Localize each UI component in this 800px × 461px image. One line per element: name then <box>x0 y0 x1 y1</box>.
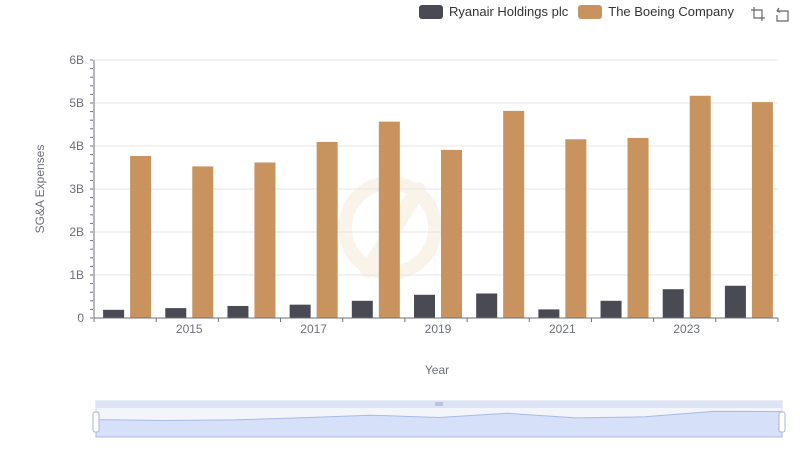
x-tick-label: 2017 <box>300 322 327 336</box>
bar-the-2021[interactable] <box>565 139 587 318</box>
chart-legend: Ryanair Holdings plc The Boeing Company <box>419 4 734 19</box>
bar-the-2015[interactable] <box>192 166 214 318</box>
bar-the-2020[interactable] <box>503 110 525 318</box>
y-tick-label: 4B <box>69 139 84 153</box>
y-tick-label: 3B <box>69 182 84 196</box>
y-tick-label: 1B <box>69 268 84 282</box>
y-tick-label: 0 <box>77 311 84 325</box>
data-zoom-slider[interactable] <box>92 400 786 438</box>
bar-the-2023[interactable] <box>689 95 711 318</box>
bar-ryanair-2015[interactable] <box>165 308 187 318</box>
bar-ryanair-2023[interactable] <box>662 289 684 318</box>
legend-label-ryanair: Ryanair Holdings plc <box>449 4 569 19</box>
chart-toolbox <box>750 6 790 22</box>
legend-item-boeing[interactable]: The Boeing Company <box>578 4 734 19</box>
y-tick-label: 6B <box>69 53 84 67</box>
bar-ryanair-2016[interactable] <box>227 305 249 318</box>
bar-ryanair-2014[interactable] <box>103 309 125 318</box>
data-zoom-preview <box>95 410 783 438</box>
y-axis-title: SG&A Expenses <box>33 145 47 234</box>
bar-ryanair-2024[interactable] <box>724 285 746 318</box>
x-tick-label: 2021 <box>549 322 576 336</box>
x-tick-label: 2015 <box>176 322 203 336</box>
bar-ryanair-2021[interactable] <box>538 309 560 318</box>
bar-the-2019[interactable] <box>441 149 462 318</box>
bar-the-2014[interactable] <box>130 156 152 318</box>
bar-ryanair-2020[interactable] <box>476 293 498 318</box>
data-zoom-handle-right[interactable] <box>778 411 786 433</box>
x-axis-title: Year <box>425 363 449 377</box>
bar-ryanair-2017[interactable] <box>289 304 311 318</box>
legend-swatch-ryanair <box>419 4 444 19</box>
zoom-icon[interactable] <box>750 6 766 22</box>
bar-ryanair-2022[interactable] <box>600 300 622 318</box>
legend-item-ryanair[interactable]: Ryanair Holdings plc <box>419 4 568 19</box>
restore-icon[interactable] <box>774 6 790 22</box>
x-tick-label: 2019 <box>425 322 452 336</box>
y-tick-label: 5B <box>69 96 84 110</box>
data-zoom-handle-left[interactable] <box>92 411 100 433</box>
x-tick-label: 2023 <box>673 322 700 336</box>
bar-the-2018[interactable] <box>378 121 400 318</box>
bar-ryanair-2019[interactable] <box>414 294 435 318</box>
y-tick-label: 2B <box>69 225 84 239</box>
bar-ryanair-2018[interactable] <box>351 300 373 318</box>
bar-the-2024[interactable] <box>751 102 773 318</box>
bar-the-2017[interactable] <box>316 141 338 318</box>
bar-the-2022[interactable] <box>627 137 649 318</box>
bar-the-2016[interactable] <box>254 162 276 318</box>
legend-label-boeing: The Boeing Company <box>608 4 734 19</box>
legend-swatch-boeing <box>578 4 603 19</box>
